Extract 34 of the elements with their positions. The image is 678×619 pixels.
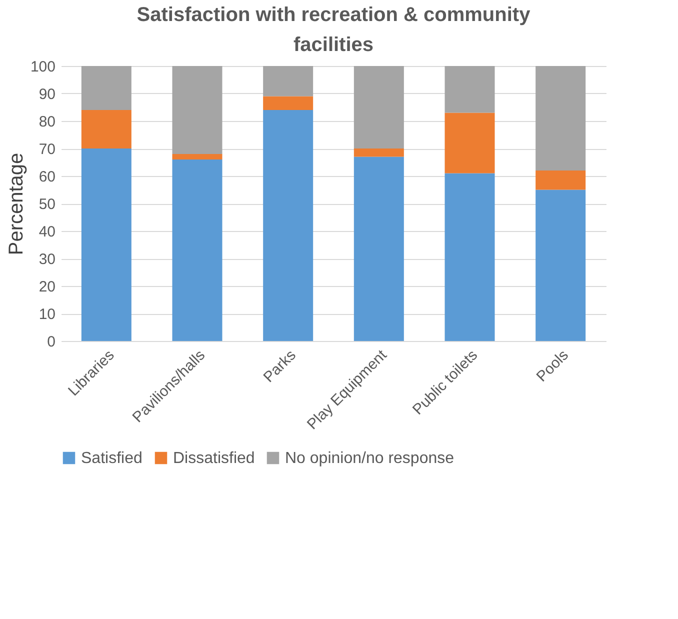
y-tick-label: 80 [38,114,56,130]
bar [354,148,404,157]
bar [81,66,132,110]
bar [536,190,586,341]
legend-label: Dissatisfied [173,450,255,467]
y-axis-title: Percentage [5,152,28,256]
y-tick-label: 0 [47,334,56,350]
bar [263,66,314,96]
bar [263,110,314,341]
bar [172,154,222,160]
y-tick-label: 50 [38,196,56,213]
y-tick-label: 70 [38,141,56,158]
bar [354,156,404,341]
bar [263,96,314,110]
bar [536,66,586,170]
y-tick-label: 20 [38,278,56,296]
y-tick-label: 40 [38,224,56,240]
bar [354,66,404,148]
y-tick-label: 100 [30,58,56,76]
y-tick-label: 10 [38,306,56,323]
chart-title: Satisfaction with recreation & community facilities [136,4,532,56]
legend-label: Satisfied [81,450,142,467]
y-tick-label: 30 [38,251,56,268]
bar [172,160,222,341]
legend-label: No opinion/no response [285,450,454,467]
bar [81,110,132,148]
bar [172,66,222,154]
bar [81,148,132,341]
bar [444,112,495,174]
bar [444,66,495,113]
y-tick-label: 60 [38,168,56,186]
bar [536,170,586,190]
bar [444,173,495,341]
y-tick-label: 90 [38,86,56,103]
